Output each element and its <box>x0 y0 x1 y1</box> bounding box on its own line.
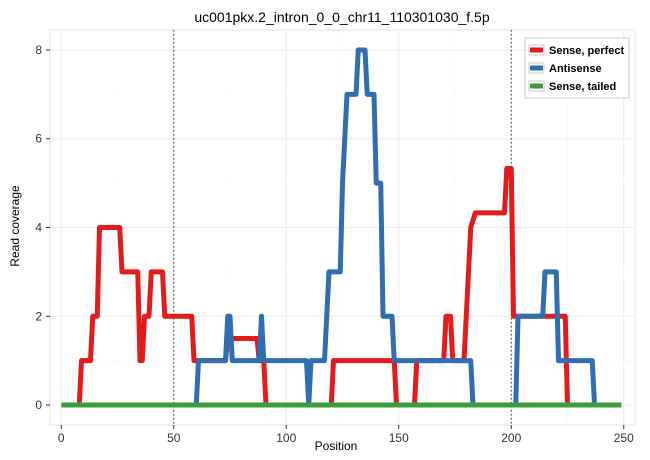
legend-label: Sense, tailed <box>549 81 616 93</box>
x-tick-label: 150 <box>389 431 409 445</box>
x-tick-label: 200 <box>501 431 521 445</box>
y-tick-label: 4 <box>35 221 42 235</box>
x-tick-label: 100 <box>276 431 296 445</box>
chart-title: uc001pkx.2_intron_0_0_chr11_110301030_f.… <box>194 9 489 25</box>
legend-label: Sense, perfect <box>549 45 625 57</box>
y-tick-label: 0 <box>35 398 42 412</box>
y-axis-title: Read coverage <box>8 185 22 267</box>
y-axis-ticks: 0 2 4 6 8 <box>35 43 50 412</box>
x-axis-title: Position <box>315 439 358 453</box>
y-tick-label: 6 <box>35 132 42 146</box>
y-tick-label: 8 <box>35 43 42 57</box>
y-tick-label: 2 <box>35 309 42 323</box>
series-line-2 <box>193 47 597 408</box>
series-lines <box>61 47 622 408</box>
x-axis-ticks: 0 50 100 150 200 250 <box>58 425 634 445</box>
x-tick-label: 0 <box>58 431 65 445</box>
x-tick-label: 250 <box>614 431 634 445</box>
legend: Sense, perfect Antisense Sense, tailed <box>524 37 630 99</box>
x-tick-label: 50 <box>167 431 181 445</box>
legend-label: Antisense <box>549 63 602 75</box>
